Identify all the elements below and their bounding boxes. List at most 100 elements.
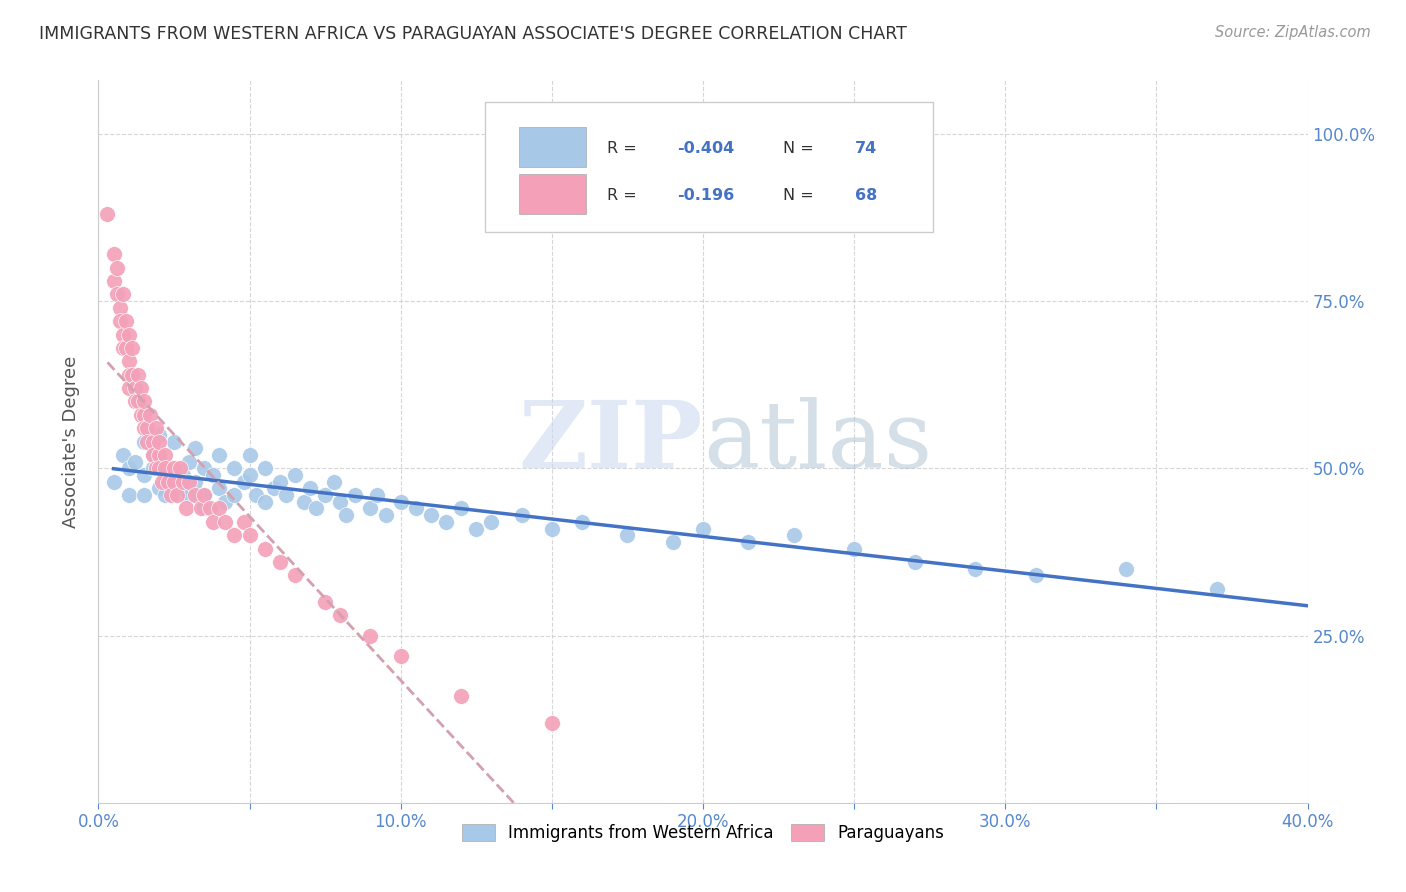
Point	[299, 482, 322, 496]
Point	[160, 488, 183, 502]
Point	[253, 494, 276, 508]
Text: N =: N =	[783, 188, 818, 203]
Point	[127, 368, 149, 382]
Point	[179, 475, 201, 489]
Point	[118, 488, 141, 502]
Point	[366, 488, 388, 502]
Point	[172, 467, 194, 482]
Point	[132, 467, 155, 482]
Point	[190, 501, 212, 516]
Point	[193, 488, 215, 502]
Point	[124, 394, 146, 409]
Point	[111, 341, 134, 355]
Point	[329, 608, 352, 623]
Point	[142, 448, 165, 462]
Point	[239, 467, 262, 482]
FancyBboxPatch shape	[519, 174, 586, 214]
Point	[292, 494, 315, 508]
Point	[156, 475, 179, 489]
Point	[179, 488, 201, 502]
Point	[153, 488, 176, 502]
FancyBboxPatch shape	[485, 102, 932, 232]
Point	[450, 501, 472, 516]
Point	[135, 421, 157, 435]
Point	[208, 501, 231, 516]
Point	[193, 488, 215, 502]
Point	[1115, 562, 1137, 576]
Point	[179, 455, 201, 469]
Point	[103, 247, 125, 261]
Point	[163, 461, 186, 475]
Legend: Immigrants from Western Africa, Paraguayans: Immigrants from Western Africa, Paraguay…	[456, 817, 950, 848]
Point	[103, 475, 125, 489]
Point	[202, 467, 225, 482]
Point	[202, 515, 225, 529]
Point	[193, 461, 215, 475]
Text: Source: ZipAtlas.com: Source: ZipAtlas.com	[1215, 25, 1371, 40]
Point	[142, 461, 165, 475]
Point	[114, 314, 136, 328]
Point	[269, 475, 291, 489]
Point	[239, 448, 262, 462]
Point	[145, 461, 167, 475]
Text: IMMIGRANTS FROM WESTERN AFRICA VS PARAGUAYAN ASSOCIATE'S DEGREE CORRELATION CHAR: IMMIGRANTS FROM WESTERN AFRICA VS PARAGU…	[39, 25, 907, 43]
Text: ZIP: ZIP	[519, 397, 703, 486]
Point	[465, 521, 488, 535]
Point	[105, 260, 128, 275]
Point	[269, 555, 291, 569]
Point	[118, 368, 141, 382]
Point	[163, 475, 186, 489]
Point	[129, 381, 152, 395]
Point	[253, 461, 276, 475]
Point	[540, 521, 562, 535]
Point	[844, 541, 866, 556]
Point	[148, 448, 170, 462]
Point	[118, 354, 141, 368]
Point	[150, 475, 173, 489]
Point	[118, 327, 141, 342]
Text: atlas: atlas	[703, 397, 932, 486]
Point	[208, 448, 231, 462]
Point	[114, 341, 136, 355]
Point	[124, 381, 146, 395]
Point	[111, 287, 134, 301]
Point	[661, 534, 683, 549]
Text: N =: N =	[783, 142, 818, 156]
Point	[214, 515, 236, 529]
Point	[184, 475, 207, 489]
Point	[214, 494, 236, 508]
Text: 68: 68	[855, 188, 877, 203]
Point	[965, 562, 987, 576]
Point	[184, 442, 207, 455]
Point	[139, 408, 162, 422]
Point	[360, 501, 382, 516]
Point	[132, 488, 155, 502]
Point	[450, 689, 472, 703]
Point	[389, 494, 412, 508]
Point	[208, 482, 231, 496]
Point	[111, 448, 134, 462]
Point	[274, 488, 297, 502]
Point	[783, 528, 806, 542]
Point	[163, 434, 186, 449]
Point	[571, 515, 593, 529]
Text: -0.404: -0.404	[678, 142, 735, 156]
Point	[224, 461, 246, 475]
Point	[314, 595, 336, 609]
Point	[200, 501, 222, 516]
Point	[434, 515, 457, 529]
Text: -0.196: -0.196	[678, 188, 735, 203]
Point	[148, 427, 170, 442]
Point	[172, 482, 194, 496]
Point	[163, 461, 186, 475]
Point	[127, 394, 149, 409]
Point	[148, 455, 170, 469]
Point	[169, 461, 191, 475]
Point	[510, 508, 533, 523]
Point	[904, 555, 927, 569]
Point	[132, 434, 155, 449]
Point	[245, 488, 267, 502]
Point	[108, 301, 131, 315]
Point	[118, 461, 141, 475]
Point	[314, 488, 336, 502]
